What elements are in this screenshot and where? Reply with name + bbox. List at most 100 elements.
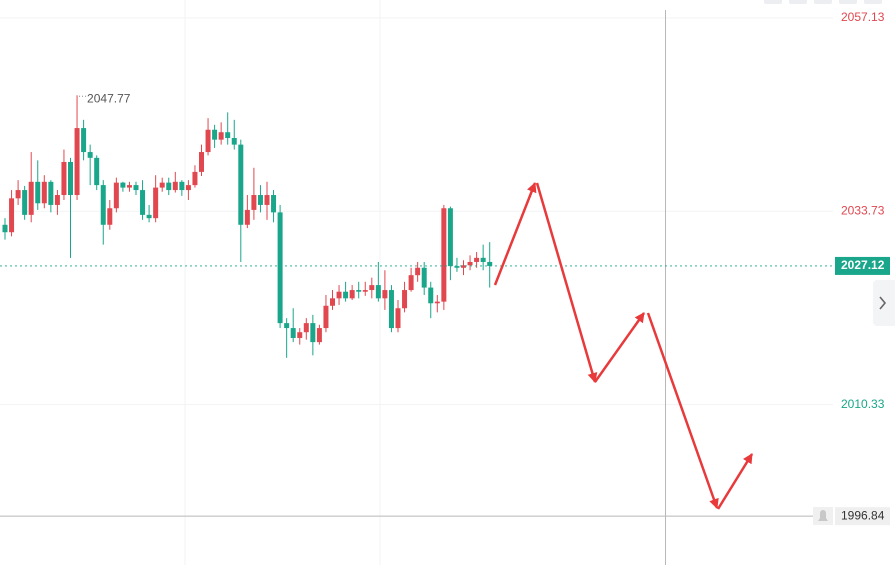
candle-body	[408, 275, 414, 291]
arrow	[646, 312, 719, 509]
last-price-box	[835, 256, 890, 275]
candle-body	[205, 129, 211, 153]
arrow	[493, 182, 537, 286]
candle-body	[362, 290, 368, 292]
candle-body	[474, 257, 480, 262]
candle-body	[238, 144, 244, 225]
candle-body	[172, 181, 178, 191]
candle-body	[461, 265, 466, 268]
candle-body	[271, 195, 277, 213]
candle-body	[343, 291, 349, 299]
candle-body	[480, 257, 486, 262]
candle-body	[100, 185, 106, 225]
candle-body	[133, 185, 139, 191]
candle-body	[421, 267, 427, 288]
candle-body	[225, 132, 231, 139]
candle-body	[120, 182, 126, 188]
candle-body	[74, 128, 80, 196]
candle-body	[153, 187, 159, 219]
high-label: 2047.77	[87, 91, 131, 105]
price-axis: 2057.13 2033.73 2010.33 2027.12 1996.84	[835, 10, 890, 526]
candle-body	[15, 190, 21, 199]
crosshair-label: 1996.84	[841, 508, 885, 522]
candle-body	[146, 214, 152, 219]
last-price-label: 2027.12	[841, 258, 885, 272]
toolbar-button[interactable]	[789, 0, 807, 4]
candle-body	[9, 198, 15, 233]
candle-body	[264, 195, 270, 205]
candle-body	[487, 261, 493, 266]
candle-body	[22, 190, 28, 215]
candle-body	[415, 267, 421, 276]
candle-body	[349, 290, 355, 299]
candle-body	[316, 328, 322, 343]
candle-body	[68, 161, 73, 196]
candle-body	[179, 181, 185, 191]
candle-body	[28, 181, 34, 215]
candle-body	[199, 152, 204, 172]
candle-body	[81, 128, 87, 153]
candle-body	[251, 195, 257, 210]
candle-body	[434, 301, 440, 304]
arrow	[535, 182, 598, 383]
candle-body	[54, 195, 60, 205]
alert-bell[interactable]	[813, 507, 833, 525]
candle-body	[2, 224, 8, 233]
candle-body	[428, 287, 434, 304]
arrow	[593, 312, 646, 383]
toolbar-button[interactable]	[814, 0, 832, 4]
chevron	[879, 296, 887, 310]
candle-body	[107, 208, 113, 225]
candle-body	[113, 182, 119, 209]
candle-body	[310, 323, 316, 343]
candle-body	[290, 328, 296, 338]
candle-body	[369, 285, 375, 291]
toolbar-button[interactable]	[764, 0, 782, 4]
arrow	[716, 453, 754, 510]
candle-body	[159, 182, 165, 188]
candle-body	[244, 209, 250, 225]
candle-body	[356, 290, 362, 292]
bell-icon	[818, 510, 828, 521]
candle-body	[166, 182, 172, 191]
candle-body	[336, 291, 342, 299]
candle-body	[382, 290, 388, 299]
candle-body	[395, 308, 401, 329]
crosshair-box	[835, 507, 890, 526]
candle-body	[41, 181, 47, 204]
candle-body	[402, 290, 408, 309]
y-tick-label: 2010.33	[841, 397, 885, 411]
candle-body	[467, 261, 473, 266]
candle-body	[277, 212, 283, 324]
y-tick-label: 2057.13	[841, 10, 885, 24]
y-tick-label: 2033.73	[841, 203, 885, 217]
candle-body	[35, 181, 41, 204]
candle-body	[48, 181, 54, 205]
candle-body	[87, 152, 93, 158]
candle-body	[297, 332, 303, 338]
candle-body	[218, 132, 224, 140]
toolbar-button[interactable]	[839, 0, 857, 4]
candle-body	[454, 266, 460, 268]
candle-body	[330, 298, 335, 306]
plot: 2047.77	[0, 91, 833, 517]
candle-body	[257, 195, 263, 205]
candle-body	[185, 185, 191, 191]
candle-body	[140, 190, 146, 215]
drawn-arrows	[493, 182, 754, 510]
candle-body	[231, 138, 237, 145]
candle-body	[212, 129, 218, 140]
side-tab[interactable]	[873, 280, 895, 326]
candle-body	[323, 305, 329, 329]
candle-body	[441, 208, 447, 302]
candle-body	[94, 157, 100, 186]
candle-body	[284, 323, 290, 329]
candle-body	[303, 323, 309, 333]
candle-body	[126, 185, 132, 188]
candle-body	[447, 208, 453, 267]
candle-body	[192, 171, 198, 186]
candle-body	[388, 290, 394, 329]
candle-body	[61, 161, 67, 196]
toolbar-button[interactable]	[864, 0, 882, 4]
